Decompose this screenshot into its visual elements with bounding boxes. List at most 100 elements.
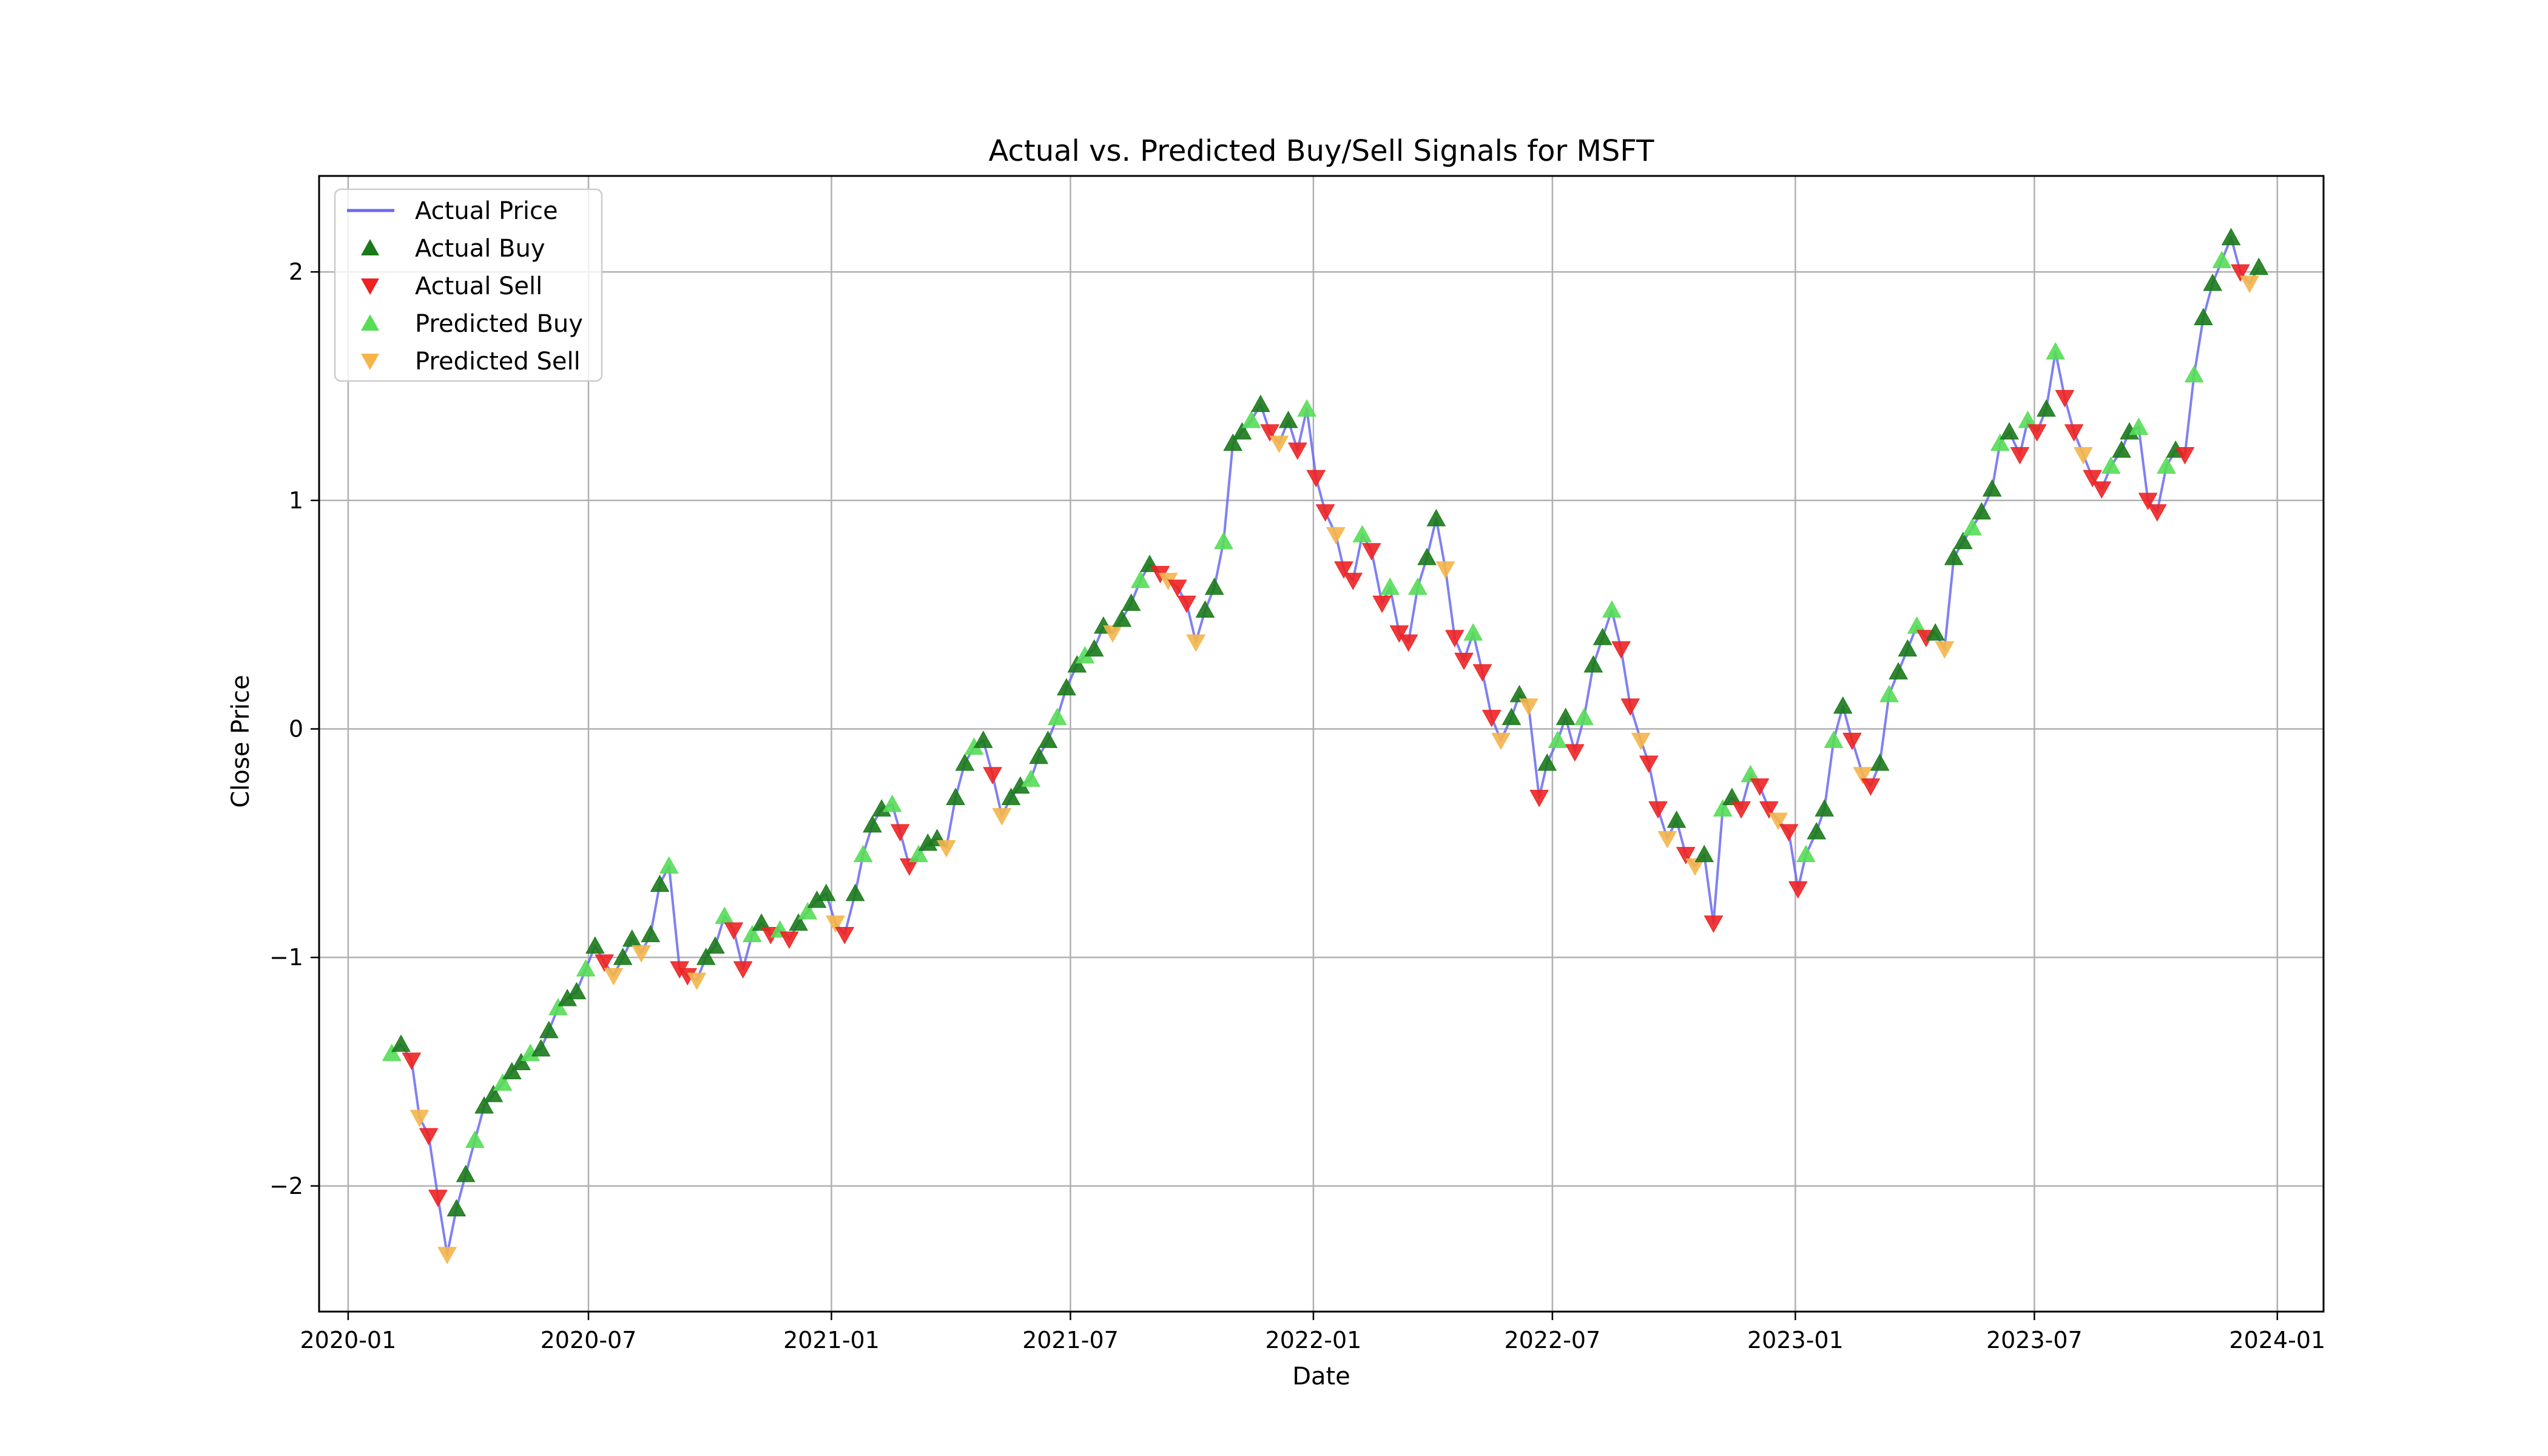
- predicted-buy-marker: [493, 1073, 513, 1091]
- actual-buy-marker: [973, 730, 993, 748]
- x-axis-ticks: 2020-01 2020-07 2021-01 2021-07 2022-01 2022-…: [300, 1312, 2325, 1353]
- legend-swatch-actual-sell: [361, 278, 379, 295]
- actual-sell-marker: [1648, 801, 1668, 819]
- actual-buy-marker: [1537, 753, 1557, 771]
- actual-buy-marker: [2194, 308, 2213, 326]
- predicted-sell-marker: [1657, 831, 1677, 849]
- y-tick-label: −1: [269, 944, 303, 971]
- predicted-buy-marker: [1879, 684, 1899, 703]
- predicted-buy-marker: [1214, 531, 1233, 550]
- actual-buy-marker: [1067, 655, 1087, 673]
- predicted-buy-marker: [1463, 623, 1483, 641]
- x-tick-label: 2024-01: [2229, 1327, 2325, 1353]
- actual-buy-marker: [706, 936, 725, 954]
- predicted-buy-marker: [576, 959, 596, 977]
- predicted-buy-marker: [2184, 365, 2204, 383]
- actual-sell-marker: [2092, 481, 2112, 499]
- actual-buy-marker: [696, 948, 716, 965]
- actual-buy-marker: [1926, 623, 1945, 641]
- actual-sell-marker: [428, 1190, 448, 1207]
- actual-sell-marker: [1750, 778, 1770, 796]
- predicted-buy-marker: [1297, 399, 1316, 417]
- y-axis-ticks: −2 −1 0 1 2: [269, 258, 319, 1199]
- actual-sell-marker: [1731, 801, 1751, 819]
- actual-buy-marker: [1278, 410, 1298, 428]
- actual-buy-marker: [1953, 531, 1973, 550]
- actual-sell-marker: [1565, 744, 1585, 762]
- actual-buy-marker: [1898, 639, 1918, 657]
- predicted-buy-marker: [2212, 251, 2232, 268]
- actual-sell-marker: [1759, 801, 1779, 819]
- predicted-buy-marker: [743, 925, 762, 943]
- predicted-buy-marker: [1574, 707, 1594, 726]
- actual-sell-marker: [1639, 755, 1659, 774]
- predicted-sell-marker: [1768, 812, 1788, 831]
- actual-sell-marker: [1372, 595, 1392, 613]
- actual-sell-marker: [733, 961, 753, 979]
- legend-label-actual-buy: Actual Buy: [415, 235, 545, 263]
- actual-sell-marker: [2010, 447, 2030, 465]
- predicted-buy-marker: [465, 1130, 485, 1148]
- predicted-buy-marker: [548, 998, 568, 1016]
- signal-markers: [382, 228, 2269, 1264]
- actual-buy-marker: [1426, 508, 1446, 527]
- predicted-buy-marker: [1824, 730, 1844, 748]
- actual-buy-marker: [447, 1199, 467, 1217]
- predicted-sell-marker: [1435, 561, 1455, 579]
- actual-buy-marker: [567, 982, 587, 1000]
- x-tick-label: 2021-07: [1022, 1327, 1119, 1353]
- predicted-sell-marker: [1935, 641, 1955, 659]
- actual-sell-marker: [1287, 442, 1307, 460]
- actual-sell-marker: [1788, 881, 1808, 899]
- actual-sell-marker: [2147, 504, 2167, 522]
- predicted-sell-marker: [1631, 732, 1651, 750]
- actual-buy-marker: [613, 948, 633, 965]
- predicted-buy-marker: [715, 906, 735, 924]
- actual-buy-marker: [1251, 394, 1270, 413]
- x-tick-label: 2022-07: [1505, 1327, 1601, 1353]
- predicted-sell-marker: [1186, 634, 1206, 652]
- actual-buy-marker: [1057, 678, 1076, 696]
- actual-buy-marker: [955, 753, 975, 771]
- actual-sell-marker: [2027, 424, 2047, 442]
- actual-sell-marker: [1444, 630, 1464, 647]
- predicted-buy-marker: [1602, 600, 1622, 618]
- actual-buy-marker: [1417, 547, 1437, 565]
- y-tick-label: 2: [289, 258, 303, 285]
- legend-swatch-predicted-buy: [361, 314, 379, 331]
- actual-buy-marker: [650, 874, 670, 892]
- predicted-buy-marker: [1380, 577, 1400, 595]
- actual-sell-marker: [1398, 634, 1418, 652]
- actual-buy-marker: [641, 925, 661, 943]
- actual-sell-marker: [1260, 424, 1279, 442]
- predicted-sell-marker: [2240, 275, 2259, 294]
- predicted-sell-marker: [437, 1247, 457, 1264]
- predicted-buy-marker: [1548, 730, 1568, 748]
- x-tick-label: 2020-07: [541, 1327, 637, 1353]
- predicted-buy-marker: [2046, 342, 2066, 360]
- actual-sell-marker: [900, 858, 919, 876]
- actual-sell-marker: [595, 954, 614, 972]
- legend-swatch-predicted-sell: [361, 354, 379, 370]
- y-tick-label: 1: [289, 487, 303, 514]
- actual-buy-marker: [1001, 787, 1021, 806]
- legend: Actual Price Actual Buy Actual Sell Predict…: [334, 188, 603, 382]
- actual-sell-marker: [1343, 573, 1363, 590]
- predicted-sell-marker: [604, 968, 624, 986]
- actual-buy-marker: [484, 1085, 504, 1102]
- actual-sell-marker: [402, 1053, 422, 1070]
- predicted-buy-marker: [1130, 570, 1150, 588]
- actual-buy-marker: [863, 815, 882, 833]
- legend-label-predicted-sell: Predicted Sell: [415, 348, 581, 376]
- actual-buy-marker: [539, 1020, 559, 1039]
- actual-buy-marker: [1807, 821, 1827, 840]
- predicted-buy-marker: [1241, 410, 1261, 428]
- actual-buy-marker: [1555, 707, 1576, 726]
- actual-buy-marker: [816, 883, 836, 902]
- predicted-buy-marker: [2157, 456, 2176, 474]
- actual-buy-marker: [474, 1096, 494, 1114]
- x-tick-label: 2021-01: [783, 1327, 880, 1353]
- actual-buy-marker: [1029, 746, 1049, 764]
- predicted-buy-marker: [1408, 577, 1427, 595]
